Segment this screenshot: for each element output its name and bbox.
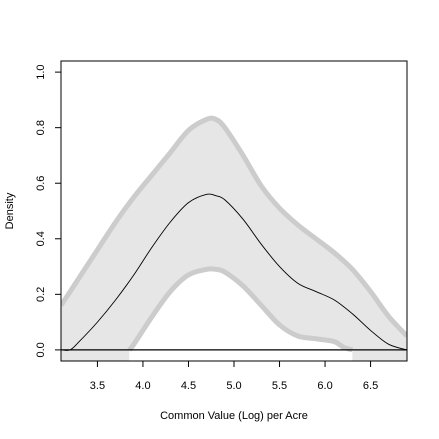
y-tick-label: 0.8 (35, 120, 47, 135)
density-line (61, 193, 407, 351)
x-tick-label: 4.0 (135, 380, 150, 392)
x-tick-label: 6.5 (363, 380, 378, 392)
confidence-band-layer (61, 115, 407, 361)
x-tick-label: 6.0 (317, 380, 332, 392)
upper-bound-line (61, 115, 407, 338)
y-tick-label: 0.4 (35, 231, 47, 246)
y-tick-label: 0.0 (35, 342, 47, 357)
x-axis-ticks: 3.5 4.0 4.5 5.0 5.5 6.0 6.5 (90, 361, 378, 392)
x-axis-label: Common Value (Log) per Acre (160, 410, 308, 422)
x-tick-label: 5.0 (226, 380, 241, 392)
density-line-layer (61, 193, 407, 351)
y-axis-ticks: 0.0 0.2 0.4 0.6 0.8 1.0 (35, 64, 61, 358)
y-axis-label: Density (4, 192, 16, 229)
x-tick-label: 3.5 (90, 380, 105, 392)
x-tick-label: 5.5 (272, 380, 287, 392)
y-tick-label: 0.6 (35, 176, 47, 191)
confidence-band (61, 118, 407, 361)
lower-bound-line (127, 266, 354, 353)
y-tick-label: 1.0 (35, 64, 47, 79)
y-tick-label: 0.2 (35, 287, 47, 302)
x-tick-label: 4.5 (181, 380, 196, 392)
